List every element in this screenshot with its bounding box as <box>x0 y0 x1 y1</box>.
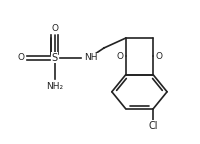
Text: O: O <box>117 52 124 61</box>
Text: NH: NH <box>84 53 98 62</box>
Text: O: O <box>17 53 24 62</box>
Text: NH₂: NH₂ <box>46 82 63 91</box>
Text: O: O <box>155 52 162 61</box>
Text: Cl: Cl <box>148 121 158 131</box>
Text: S: S <box>52 53 58 63</box>
Text: O: O <box>51 24 58 33</box>
